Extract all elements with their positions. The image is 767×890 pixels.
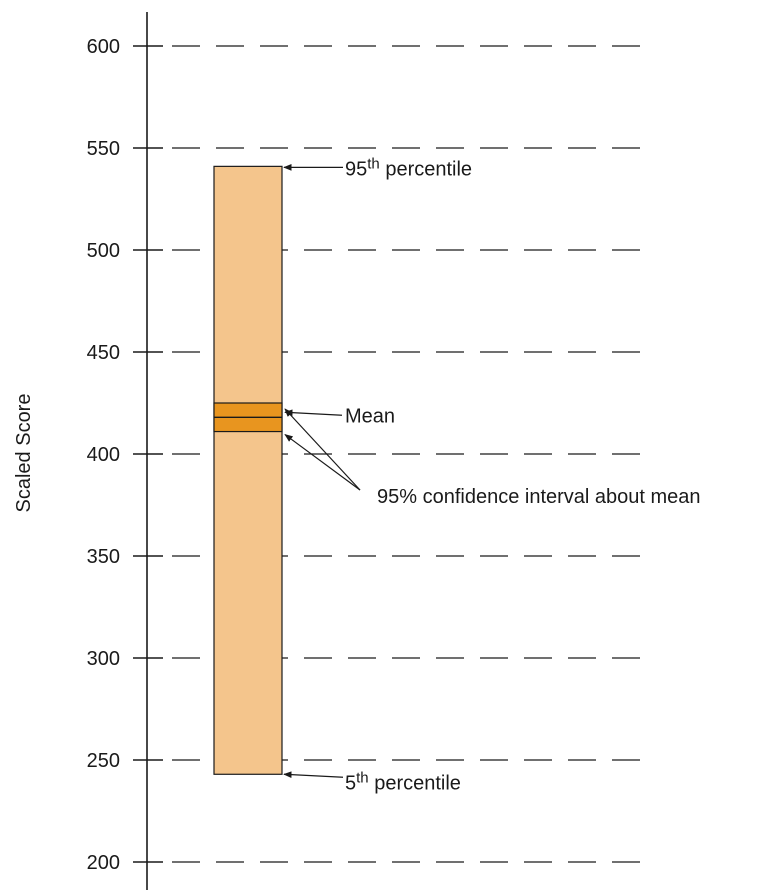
mean-callout-line xyxy=(284,409,343,417)
y-axis-ticks xyxy=(133,45,163,863)
ci-label: 95% confidence interval about mean xyxy=(377,486,701,508)
y-tick-label: 200 xyxy=(87,852,120,874)
y-tick-label: 350 xyxy=(87,546,120,568)
ci-lower-callout-line xyxy=(284,434,361,491)
y-tick-label: 250 xyxy=(87,750,120,772)
mean-label: Mean xyxy=(345,405,395,427)
ci-upper-callout-line xyxy=(284,408,361,491)
y-tick-label: 600 xyxy=(87,36,120,58)
y-axis-label: Scaled Score xyxy=(13,394,35,513)
y-tick-label: 550 xyxy=(87,138,120,160)
p5-callout-line xyxy=(283,771,344,779)
gridlines xyxy=(172,45,650,863)
y-tick-label: 500 xyxy=(87,240,120,262)
y-tick-label: 450 xyxy=(87,342,120,364)
p5-label: 5th percentile xyxy=(345,769,461,794)
p95-label: 95th percentile xyxy=(345,155,472,180)
y-axis-tick-labels: 200 250 300 350 400 450 500 550 600 xyxy=(87,36,120,874)
y-tick-label: 400 xyxy=(87,444,120,466)
percentile-range-bar xyxy=(213,165,283,775)
y-tick-label: 300 xyxy=(87,648,120,670)
distribution-bar xyxy=(213,165,283,775)
